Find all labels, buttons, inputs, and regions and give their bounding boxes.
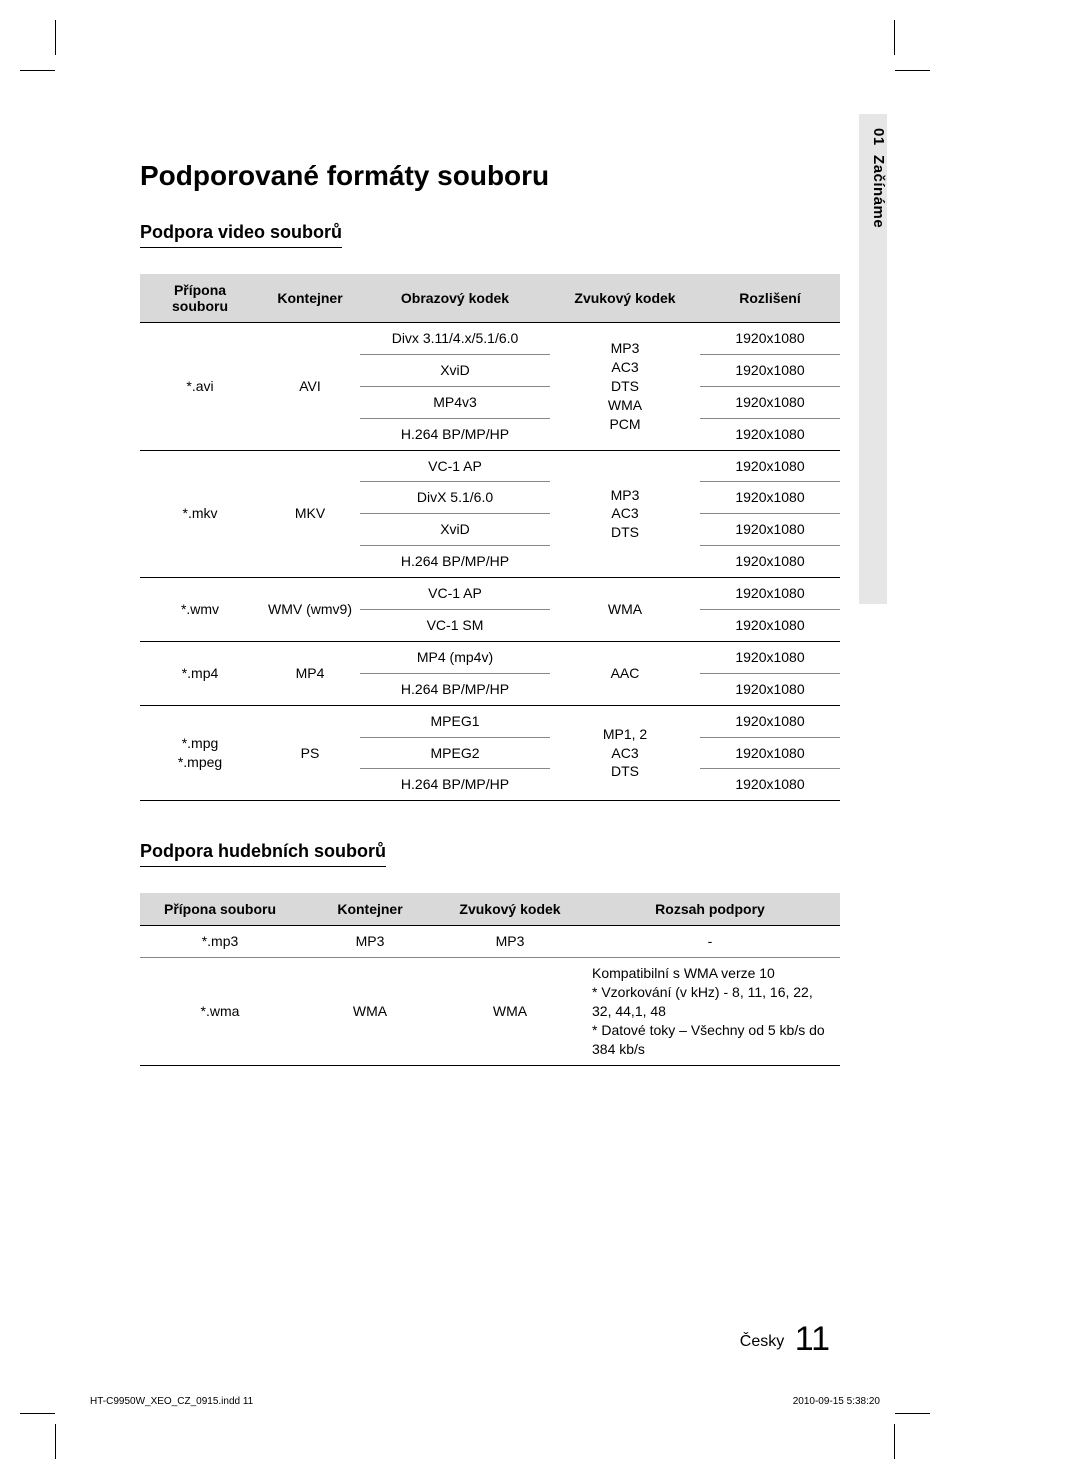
col-acodec: Zvukový kodek <box>550 274 700 323</box>
cell-ext: *.wma <box>140 958 300 1065</box>
cell-container: PS <box>260 705 360 801</box>
cell-vcodec: MP4 (mp4v) <box>360 641 550 673</box>
chapter-title: Začínáme <box>870 155 887 228</box>
video-formats-table: Přípona souboru Kontejner Obrazový kodek… <box>140 274 840 801</box>
cell-vcodec: XviD <box>360 354 550 386</box>
table-row: *.wmvWMV (wmv9)VC-1 APWMA1920x1080 <box>140 578 840 610</box>
table-row: *.mkvMKVVC-1 APMP3 AC3 DTS1920x1080 <box>140 450 840 482</box>
table-header-row: Přípona souboru Kontejner Zvukový kodek … <box>140 893 840 926</box>
cell-ext: *.wmv <box>140 578 260 642</box>
footer-file-info: HT-C9950W_XEO_CZ_0915.indd 11 <box>90 1396 253 1407</box>
cell-res: 1920x1080 <box>700 641 840 673</box>
cell-vcodec: MP4v3 <box>360 386 550 418</box>
cell-vcodec: H.264 BP/MP/HP <box>360 418 550 450</box>
page-title: Podporované formáty souboru <box>140 160 840 192</box>
cell-res: 1920x1080 <box>700 450 840 482</box>
cell-ext: *.mpg *.mpeg <box>140 705 260 801</box>
cell-res: 1920x1080 <box>700 514 840 546</box>
cell-range: Kompatibilní s WMA verze 10 * Vzorkování… <box>580 958 840 1065</box>
cell-acodec: WMA <box>550 578 700 642</box>
cell-res: 1920x1080 <box>700 769 840 801</box>
cell-vcodec: Divx 3.11/4.x/5.1/6.0 <box>360 323 550 355</box>
cell-ext: *.mp3 <box>140 926 300 958</box>
cell-container: WMA <box>300 958 440 1065</box>
cell-res: 1920x1080 <box>700 578 840 610</box>
col-acodec: Zvukový kodek <box>440 893 580 926</box>
footer-timestamp: 2010-09-15 5:38:20 <box>793 1396 880 1407</box>
cell-ext: *.mkv <box>140 450 260 578</box>
cell-container: MKV <box>260 450 360 578</box>
table-row: *.mp3MP3MP3- <box>140 926 840 958</box>
cell-ext: *.mp4 <box>140 641 260 705</box>
cell-range: - <box>580 926 840 958</box>
cell-container: MP3 <box>300 926 440 958</box>
page-footer-meta: HT-C9950W_XEO_CZ_0915.indd 11 2010-09-15… <box>90 1396 880 1407</box>
col-range: Rozsah podpory <box>580 893 840 926</box>
page-content: Podporované formáty souboru Podpora vide… <box>140 160 840 1106</box>
cell-acodec: WMA <box>440 958 580 1065</box>
table-header-row: Přípona souboru Kontejner Obrazový kodek… <box>140 274 840 323</box>
audio-section: Podpora hudebních souborů Přípona soubor… <box>140 841 840 1065</box>
crop-mark <box>55 20 56 55</box>
chapter-side-tab-label: 01 Začínáme <box>859 128 887 228</box>
crop-mark <box>20 1413 55 1414</box>
crop-mark <box>895 70 930 71</box>
cell-container: AVI <box>260 323 360 451</box>
crop-mark <box>894 20 895 55</box>
cell-res: 1920x1080 <box>700 354 840 386</box>
cell-res: 1920x1080 <box>700 482 840 514</box>
cell-res: 1920x1080 <box>700 737 840 769</box>
crop-mark <box>55 1424 56 1459</box>
cell-ext: *.avi <box>140 323 260 451</box>
cell-acodec: MP3 AC3 DTS WMA PCM <box>550 323 700 451</box>
cell-vcodec: MPEG2 <box>360 737 550 769</box>
crop-mark <box>20 70 55 71</box>
crop-mark <box>895 1413 930 1414</box>
col-vcodec: Obrazový kodek <box>360 274 550 323</box>
cell-acodec: MP3 <box>440 926 580 958</box>
col-container: Kontejner <box>300 893 440 926</box>
video-section: Podpora video souborů Přípona souboru Ko… <box>140 222 840 801</box>
cell-acodec: MP1, 2 AC3 DTS <box>550 705 700 801</box>
manual-page: 01 Začínáme Podporované formáty souboru … <box>0 0 1080 1479</box>
cell-res: 1920x1080 <box>700 705 840 737</box>
cell-res: 1920x1080 <box>700 323 840 355</box>
cell-container: MP4 <box>260 641 360 705</box>
chapter-side-tab: 01 Začínáme <box>859 114 887 604</box>
audio-formats-table: Přípona souboru Kontejner Zvukový kodek … <box>140 893 840 1065</box>
table-row: *.mp4MP4MP4 (mp4v)AAC1920x1080 <box>140 641 840 673</box>
cell-acodec: AAC <box>550 641 700 705</box>
col-container: Kontejner <box>260 274 360 323</box>
cell-res: 1920x1080 <box>700 386 840 418</box>
table-row: *.wmaWMAWMAKompatibilní s WMA verze 10 *… <box>140 958 840 1065</box>
col-res: Rozlišení <box>700 274 840 323</box>
table-row: *.aviAVIDivx 3.11/4.x/5.1/6.0MP3 AC3 DTS… <box>140 323 840 355</box>
cell-vcodec: H.264 BP/MP/HP <box>360 546 550 578</box>
cell-vcodec: MPEG1 <box>360 705 550 737</box>
cell-vcodec: H.264 BP/MP/HP <box>360 673 550 705</box>
cell-vcodec: XviD <box>360 514 550 546</box>
crop-mark <box>894 1424 895 1459</box>
cell-vcodec: DivX 5.1/6.0 <box>360 482 550 514</box>
cell-res: 1920x1080 <box>700 418 840 450</box>
table-row: *.mpg *.mpegPSMPEG1MP1, 2 AC3 DTS1920x10… <box>140 705 840 737</box>
chapter-number: 01 <box>870 128 887 146</box>
cell-vcodec: VC-1 AP <box>360 450 550 482</box>
cell-vcodec: VC-1 SM <box>360 610 550 642</box>
cell-res: 1920x1080 <box>700 673 840 705</box>
cell-res: 1920x1080 <box>700 546 840 578</box>
lang-label: Česky <box>740 1333 784 1350</box>
cell-vcodec: VC-1 AP <box>360 578 550 610</box>
cell-container: WMV (wmv9) <box>260 578 360 642</box>
col-ext: Přípona souboru <box>140 274 260 323</box>
audio-section-heading: Podpora hudebních souborů <box>140 841 386 867</box>
page-footer-lang: Česky 11 <box>740 1320 830 1359</box>
cell-acodec: MP3 AC3 DTS <box>550 450 700 578</box>
video-section-heading: Podpora video souborů <box>140 222 342 248</box>
cell-res: 1920x1080 <box>700 610 840 642</box>
page-number: 11 <box>789 1320 830 1358</box>
cell-vcodec: H.264 BP/MP/HP <box>360 769 550 801</box>
col-ext: Přípona souboru <box>140 893 300 926</box>
